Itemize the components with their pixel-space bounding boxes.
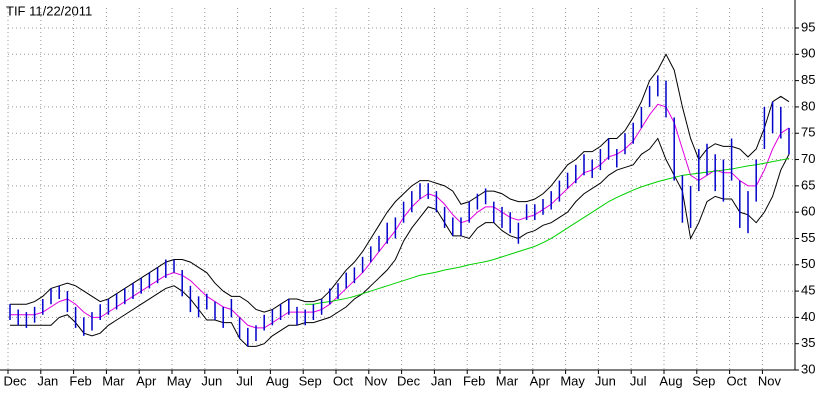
y-tick-label: 75	[801, 125, 815, 140]
x-tick-label: May	[167, 373, 192, 388]
y-tick-label: 40	[801, 309, 815, 324]
x-tick-label: Oct	[726, 373, 747, 388]
chart-title: TIF 11/22/2011	[6, 3, 92, 18]
x-tick-label: Dec	[397, 373, 421, 388]
indicator-line	[10, 103, 790, 329]
x-tick-label: Apr	[530, 373, 551, 388]
y-tick-label: 65	[801, 177, 815, 192]
x-tick-label: Jul	[236, 373, 253, 388]
x-tick-label: Sep	[692, 373, 715, 388]
y-tick-label: 30	[801, 361, 815, 376]
y-tick-label: 50	[801, 256, 815, 271]
indicator-line	[10, 137, 790, 347]
x-tick-label: Jun	[201, 373, 222, 388]
x-tick-label: Oct	[333, 373, 354, 388]
x-tick-label: Sep	[299, 373, 322, 388]
x-tick-label: Dec	[3, 373, 27, 388]
x-tick-label: Aug	[266, 373, 289, 388]
x-tick-label: Jan	[431, 373, 452, 388]
y-tick-label: 60	[801, 204, 815, 219]
y-tick-label: 70	[801, 151, 815, 166]
y-tick-label: 55	[801, 230, 815, 245]
indicator-line	[10, 53, 790, 313]
x-tick-label: Mar	[102, 373, 125, 388]
x-tick-label: Nov	[364, 373, 388, 388]
y-tick-label: 45	[801, 283, 815, 298]
x-tick-label: Aug	[659, 373, 682, 388]
y-tick-label: 80	[801, 98, 815, 113]
x-tick-label: May	[560, 373, 585, 388]
x-tick-label: Feb	[463, 373, 485, 388]
x-tick-label: Jul	[630, 373, 647, 388]
x-tick-label: Apr	[136, 373, 157, 388]
x-tick-label: Nov	[758, 373, 782, 388]
x-tick-label: Mar	[496, 373, 519, 388]
x-tick-label: Feb	[69, 373, 91, 388]
y-tick-label: 90	[801, 46, 815, 61]
y-tick-label: 95	[801, 19, 815, 34]
x-tick-label: Jan	[37, 373, 58, 388]
y-tick-label: 35	[801, 335, 815, 350]
y-tick-label: 85	[801, 72, 815, 87]
indicator-line	[305, 157, 790, 305]
x-tick-label: Jun	[595, 373, 616, 388]
